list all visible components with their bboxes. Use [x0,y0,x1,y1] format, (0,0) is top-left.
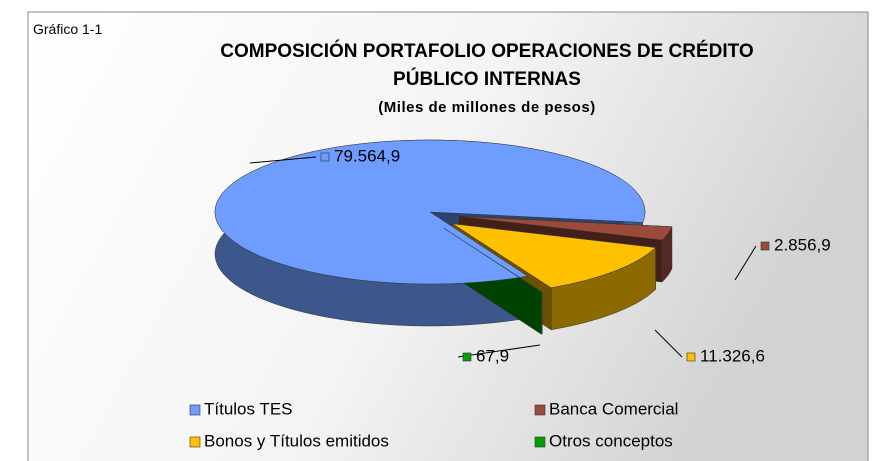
legend-label: Bonos y Títulos emitidos [204,431,389,450]
label-key [462,352,472,362]
legend-label: Títulos TES [204,399,293,418]
label-key [760,241,770,251]
label-key [686,352,696,362]
legend-label: Otros conceptos [549,431,673,450]
chart-subtitle: (Miles de millones de pesos) [378,99,596,116]
slice [459,216,673,241]
leader-line [654,329,683,358]
data-label: 2.856,9 [774,235,831,254]
slice [452,223,657,289]
legend-label: Banca Comercial [549,399,678,418]
figure-label: Gráfico 1-1 [33,21,103,37]
leader-line [249,156,317,164]
legend-swatch [534,404,546,416]
legend-swatch [189,404,201,416]
label-key [320,152,330,162]
data-label: 79.564,9 [334,146,400,165]
chart-title: COMPOSICIÓN PORTAFOLIO OPERACIONES DE CR… [220,41,754,90]
slice [443,227,543,293]
legend-swatch [189,436,201,448]
leader-line [457,344,541,358]
data-label: 67,9 [476,346,509,365]
data-label: 11.326,6 [700,346,765,365]
slice-side [541,291,543,335]
legend-swatch [534,436,546,448]
leader-line [734,245,757,281]
slice [214,139,646,285]
